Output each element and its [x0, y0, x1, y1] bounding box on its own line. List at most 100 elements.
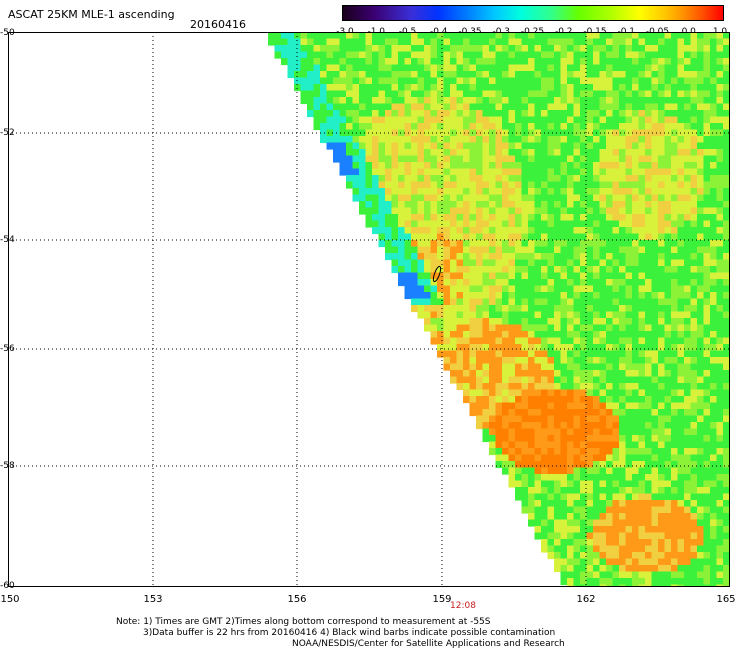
swath-cell	[515, 376, 523, 384]
swath-cell	[580, 311, 588, 319]
swath-cell	[619, 71, 627, 79]
swath-cell	[580, 337, 588, 345]
swath-cell	[697, 175, 705, 183]
swath-cell	[684, 318, 692, 326]
swath-cell	[638, 376, 646, 384]
swath-cell	[567, 584, 575, 587]
swath-cell	[632, 519, 640, 527]
swath-cell	[599, 201, 607, 209]
swath-cell	[567, 532, 575, 540]
swath-cell	[359, 64, 367, 72]
swath-cell	[651, 506, 659, 514]
swath-cell	[352, 97, 360, 105]
swath-cell	[560, 253, 568, 261]
swath-cell	[684, 253, 692, 261]
swath-cell	[677, 38, 685, 46]
swath-cell	[547, 526, 555, 534]
swath-cell	[684, 116, 692, 124]
swath-cell	[690, 32, 698, 40]
swath-cell	[515, 357, 523, 365]
swath-cell	[671, 136, 679, 144]
swath-cell	[346, 162, 354, 170]
swath-cell	[664, 370, 672, 378]
swath-cell	[593, 214, 601, 222]
swath-cell	[671, 350, 679, 358]
swath-cell	[547, 32, 555, 40]
swath-cell	[333, 97, 341, 105]
swath-cell	[690, 422, 698, 430]
swath-cell	[645, 292, 653, 300]
swath-cell	[495, 409, 503, 417]
swath-cell	[690, 279, 698, 287]
swath-cell	[697, 97, 705, 105]
swath-cell	[495, 240, 503, 248]
swath-cell	[664, 506, 672, 514]
swath-cell	[417, 168, 425, 176]
swath-cell	[664, 324, 672, 332]
swath-cell	[521, 383, 529, 391]
swath-cell	[528, 396, 536, 404]
swath-cell	[710, 461, 718, 469]
swath-cell	[430, 331, 438, 339]
swath-cell	[560, 532, 568, 540]
swath-cell	[482, 370, 490, 378]
swath-cell	[320, 84, 328, 92]
swath-cell	[671, 415, 679, 423]
swath-cell	[274, 45, 282, 53]
swath-cell	[632, 259, 640, 267]
swath-cell	[612, 142, 620, 150]
swath-cell	[463, 58, 471, 66]
swath-cell	[573, 532, 581, 540]
swath-cell	[567, 194, 575, 202]
swath-cell	[664, 435, 672, 443]
swath-cell	[567, 331, 575, 339]
swath-cell	[723, 90, 730, 98]
swath-cell	[456, 240, 464, 248]
swath-cell	[580, 298, 588, 306]
swath-cell	[690, 519, 698, 527]
swath-cell	[612, 370, 620, 378]
swath-cell	[612, 402, 620, 410]
swath-cell	[547, 311, 555, 319]
swath-cell	[573, 175, 581, 183]
swath-cell	[703, 487, 711, 495]
swath-cell	[593, 246, 601, 254]
swath-cell	[619, 396, 627, 404]
swath-cell	[567, 266, 575, 274]
swath-cell	[560, 415, 568, 423]
swath-cell	[593, 311, 601, 319]
swath-cell	[638, 142, 646, 150]
swath-cell	[580, 116, 588, 124]
swath-cell	[424, 246, 432, 254]
swath-cell	[651, 194, 659, 202]
swath-cell	[385, 64, 393, 72]
swath-cell	[625, 409, 633, 417]
swath-cell	[534, 441, 542, 449]
swath-cell	[651, 246, 659, 254]
swath-cell	[547, 77, 555, 85]
swath-cell	[723, 571, 730, 579]
swath-cell	[723, 578, 730, 586]
swath-cell	[541, 32, 549, 40]
swath-cell	[723, 142, 730, 150]
swath-cell	[580, 292, 588, 300]
swath-cell	[619, 578, 627, 586]
swath-cell	[502, 376, 510, 384]
swath-cell	[625, 201, 633, 209]
swath-cell	[573, 240, 581, 248]
swath-cell	[554, 324, 562, 332]
swath-cell	[606, 51, 614, 59]
swath-cell	[378, 136, 386, 144]
swath-cell	[664, 344, 672, 352]
swath-cell	[606, 454, 614, 462]
swath-cell	[482, 142, 490, 150]
swath-cell	[671, 240, 679, 248]
swath-cell	[593, 227, 601, 235]
swath-cell	[372, 168, 380, 176]
swath-cell	[508, 344, 516, 352]
swath-cell	[664, 389, 672, 397]
swath-cell	[489, 415, 497, 423]
swath-cell	[703, 71, 711, 79]
swath-cell	[352, 168, 360, 176]
swath-cell	[625, 363, 633, 371]
